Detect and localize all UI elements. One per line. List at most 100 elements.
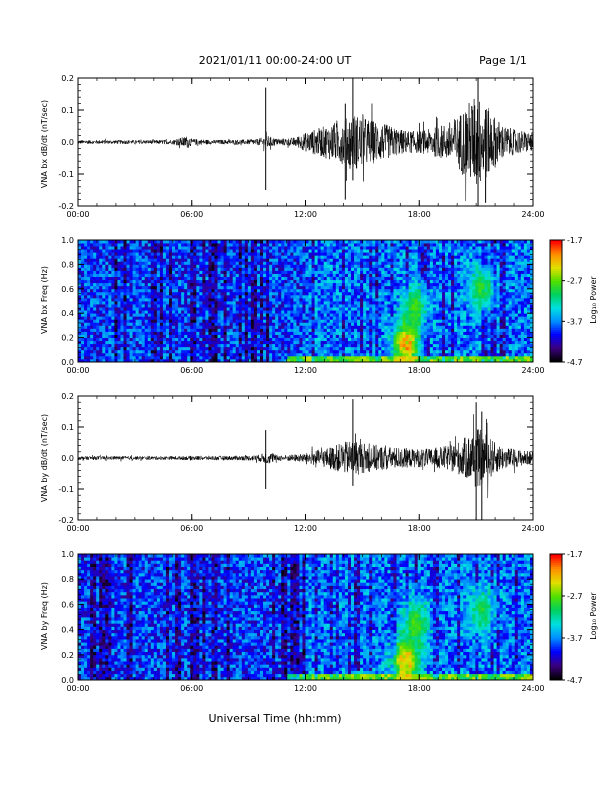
- bx-spectrogram-cell: [256, 343, 261, 348]
- bx-spectrogram-cell: [344, 255, 349, 259]
- bx-spectrogram-cell: [87, 282, 91, 287]
- bx-spectrogram-cell: [399, 337, 403, 342]
- bx-spectrogram-cell: [344, 240, 349, 244]
- bx-spectrogram-cell: [223, 349, 228, 354]
- bx-spectrogram-cell: [442, 328, 446, 332]
- bx-spectrogram-cell: [117, 279, 121, 284]
- bx-spectrogram-cell: [402, 304, 406, 308]
- bx-spectrogram-cell: [99, 273, 103, 277]
- bx-spectrogram-cell: [190, 301, 194, 305]
- bx-spectrogram-cell: [181, 261, 185, 265]
- bx-spectrogram-cell: [287, 273, 291, 277]
- bx-spectrogram-cell: [393, 297, 397, 302]
- bx-spectrogram-cell: [435, 288, 440, 293]
- bx-spectrogram-cell: [393, 279, 397, 284]
- bx-spectrogram-cell: [196, 355, 200, 360]
- bx-spectrogram-cell: [311, 331, 315, 335]
- bx-spectrogram-cell: [275, 349, 279, 354]
- bx-spectrogram-cell: [187, 258, 191, 262]
- bx-spectrogram-cell: [272, 282, 276, 287]
- bx-spectrogram-cell: [323, 301, 328, 305]
- bx-spectrogram-cell: [244, 276, 249, 281]
- bx-spectrogram-cell: [381, 346, 385, 351]
- bx-spectrogram-cell: [284, 343, 288, 348]
- bx-spectrogram-cell: [205, 331, 209, 335]
- bx-spectrogram-cell: [366, 243, 370, 247]
- bx-spectrogram-cell: [211, 258, 215, 262]
- bx-spectrogram-cell: [357, 294, 361, 299]
- bx-spectrogram-cell: [338, 349, 343, 354]
- bx-spectrogram-cell: [323, 331, 328, 335]
- bx-spectrogram-cell: [138, 282, 143, 287]
- bx-spectrogram-cell: [417, 276, 422, 281]
- bx-spectrogram-cell: [187, 270, 191, 274]
- bx-spectrogram-cell: [375, 325, 379, 329]
- bx-spectrogram-cell: [190, 264, 194, 268]
- bx-spectrogram-cell: [256, 316, 261, 320]
- bx-spectrogram-cell: [93, 294, 97, 299]
- bx-spectrogram-cell: [153, 322, 158, 326]
- bx-spectrogram-cell: [241, 252, 246, 256]
- bx-spectrogram-cell: [347, 325, 352, 329]
- bx-spectrogram-cell: [366, 319, 370, 323]
- bx-spectrogram-cell: [126, 252, 130, 256]
- bx-spectrogram-cell: [147, 243, 152, 247]
- bx-spectrogram-cell: [263, 307, 267, 311]
- bx-spectrogram-cell: [132, 355, 137, 360]
- bx-spectrogram-cell: [178, 340, 182, 345]
- bx-spectrogram-cell: [205, 340, 209, 345]
- bx-spectrogram-cell: [232, 349, 237, 354]
- bx-spectrogram-cell: [426, 255, 431, 259]
- bx-spectrogram-cell: [311, 337, 315, 342]
- bx-spectrogram-cell: [138, 322, 143, 326]
- bx-spectrogram-cell: [360, 322, 364, 326]
- bx-spectrogram-cell: [99, 249, 103, 253]
- bx-spectrogram-cell: [217, 294, 221, 299]
- bx-spectrogram-cell: [354, 343, 358, 348]
- bx-spectrogram-cell: [175, 310, 179, 314]
- bx-spectrogram-cell: [144, 273, 149, 277]
- bx-spectrogram-cell: [293, 252, 297, 256]
- bx-spectrogram-cell: [402, 313, 406, 317]
- bx-spectrogram-cell: [144, 325, 149, 329]
- bx-spectrogram-cell: [84, 340, 88, 345]
- bx-spectrogram-cell: [369, 267, 373, 271]
- bx-spectrogram-cell: [202, 264, 206, 268]
- bx-spectrogram-cell: [423, 261, 428, 265]
- bx-spectrogram-cell: [156, 252, 161, 256]
- bx-spectrogram-cell: [263, 243, 267, 247]
- bx-spectrogram-cell: [150, 334, 155, 338]
- bx-spectrogram-cell: [159, 243, 164, 247]
- bx-spectrogram-cell: [357, 358, 361, 363]
- bx-spectrogram-cell: [202, 343, 206, 348]
- bx-spectrogram-cell: [147, 325, 152, 329]
- bx-spectrogram-cell: [105, 297, 109, 302]
- bx-spectrogram-cell: [102, 325, 106, 329]
- bx-spectrogram-cell: [369, 282, 373, 287]
- bx-spectrogram-cell: [317, 358, 322, 363]
- bx-spectrogram-cell: [372, 349, 376, 354]
- bx-spectrogram-cell: [317, 334, 322, 338]
- bx-spectrogram-cell: [402, 328, 406, 332]
- bx-spectrogram-cell: [393, 270, 397, 274]
- bx-spectrogram-cell: [81, 288, 85, 293]
- bx-spectrogram-cell: [399, 261, 403, 265]
- bx-spectrogram-cell: [396, 349, 400, 354]
- bx-spectrogram-cell: [320, 358, 325, 363]
- bx-spectrogram-cell: [147, 297, 152, 302]
- bx-spectrogram-cell: [220, 355, 224, 360]
- bx-spectrogram-cell: [335, 243, 340, 247]
- bx-spectrogram-cell: [132, 258, 137, 262]
- bx-spectrogram-cell: [263, 316, 267, 320]
- bx-spectrogram-cell: [308, 319, 312, 323]
- bx-spectrogram-cell: [220, 304, 224, 308]
- bx-spectrogram-cell: [223, 340, 228, 345]
- bx-spectrogram-cell: [226, 307, 231, 311]
- bx-spectrogram-cell: [162, 352, 167, 357]
- bx-spectrogram-cell: [305, 246, 309, 250]
- bx-spectrogram-cell: [232, 294, 237, 299]
- bx-spectrogram-cell: [420, 343, 425, 348]
- bx-spectrogram-cell: [375, 264, 379, 268]
- bx-spectrogram-cell: [190, 304, 194, 308]
- bx-spectrogram-cell: [275, 270, 279, 274]
